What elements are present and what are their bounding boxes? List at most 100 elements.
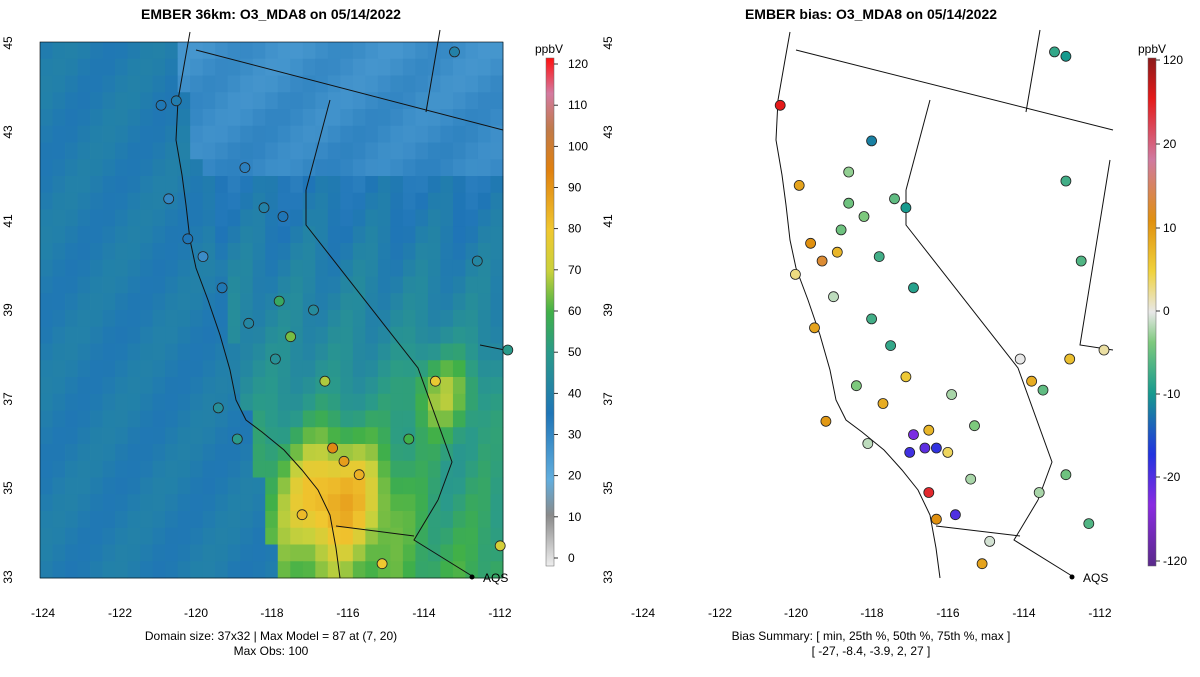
heatmap-cell bbox=[352, 444, 366, 462]
heatmap-cell bbox=[227, 326, 241, 344]
heatmap-cell bbox=[165, 42, 179, 60]
heatmap-cell bbox=[202, 460, 216, 478]
az-border bbox=[413, 499, 473, 577]
heatmap-cell bbox=[115, 477, 128, 495]
heatmap-cell bbox=[115, 360, 128, 378]
heatmap-cell bbox=[77, 75, 91, 93]
heatmap-cell bbox=[140, 561, 154, 579]
heatmap-cell bbox=[140, 360, 154, 378]
heatmap-cell bbox=[102, 511, 116, 529]
heatmap-cell bbox=[152, 410, 166, 428]
heatmap-cell bbox=[402, 326, 416, 344]
heatmap-cell bbox=[52, 511, 66, 529]
heatmap-cell bbox=[165, 393, 179, 411]
heatmap-cell bbox=[240, 377, 254, 395]
heatmap-cell bbox=[490, 243, 504, 261]
heatmap-cell bbox=[277, 427, 291, 445]
heatmap-cell bbox=[40, 109, 53, 127]
bias-summary-values: [ -27, -8.4, -3.9, 2, 27 ] bbox=[812, 644, 931, 658]
observation-point bbox=[471, 255, 483, 267]
heatmap-cell bbox=[240, 243, 254, 261]
bias-point bbox=[969, 420, 980, 432]
heatmap-cell bbox=[77, 209, 91, 227]
heatmap-cell bbox=[140, 293, 154, 311]
heatmap-cell bbox=[90, 377, 103, 395]
heatmap-cell bbox=[290, 209, 304, 227]
heatmap-cell bbox=[302, 109, 316, 127]
heatmap-cell bbox=[315, 544, 329, 562]
heatmap-cell bbox=[415, 259, 429, 277]
heatmap-cell bbox=[265, 360, 279, 378]
heatmap-cell bbox=[302, 410, 316, 428]
heatmap-cell bbox=[115, 92, 128, 110]
heatmap-cell bbox=[165, 343, 179, 361]
heatmap-cell bbox=[402, 109, 416, 127]
heatmap-cell bbox=[440, 477, 454, 495]
heatmap-cell bbox=[290, 393, 304, 411]
heatmap-cell bbox=[477, 42, 491, 60]
heatmap-cell bbox=[440, 75, 454, 93]
heatmap-cell bbox=[90, 243, 103, 261]
heatmap-cell bbox=[365, 527, 379, 545]
heatmap-cell bbox=[352, 243, 366, 261]
heatmap-cell bbox=[490, 125, 504, 143]
heatmap-cell bbox=[177, 326, 191, 344]
heatmap-cell bbox=[340, 310, 354, 328]
heatmap-cell bbox=[365, 243, 379, 261]
heatmap-cell bbox=[40, 176, 53, 194]
heatmap-cell bbox=[40, 477, 53, 495]
heatmap-cell bbox=[215, 561, 229, 579]
bias-point bbox=[919, 442, 931, 454]
heatmap-cell bbox=[327, 310, 341, 328]
colorbar-tick-label: 120 bbox=[568, 57, 588, 71]
observation-point bbox=[319, 375, 331, 387]
heatmap-cell bbox=[277, 393, 291, 411]
heatmap-cell bbox=[290, 92, 304, 110]
heatmap-cell bbox=[240, 276, 254, 294]
heatmap-cell bbox=[490, 192, 504, 210]
heatmap-cell bbox=[227, 209, 241, 227]
heatmap-cell bbox=[315, 460, 329, 478]
heatmap-cell bbox=[340, 125, 354, 143]
heatmap-cell bbox=[202, 75, 216, 93]
heatmap-cell bbox=[140, 75, 154, 93]
heatmap-cell bbox=[427, 444, 441, 462]
heatmap-cell bbox=[165, 125, 179, 143]
heatmap-cell bbox=[52, 527, 66, 545]
heatmap-cell bbox=[415, 209, 429, 227]
heatmap-cell bbox=[77, 527, 91, 545]
observation-point bbox=[239, 162, 251, 174]
x-tick-120-right: -120 bbox=[784, 606, 808, 620]
heatmap-cell bbox=[240, 209, 254, 227]
bias-point bbox=[866, 135, 877, 147]
heatmap-cell bbox=[227, 544, 241, 562]
heatmap-cell bbox=[190, 343, 204, 361]
heatmap-cell bbox=[477, 444, 491, 462]
heatmap-cell bbox=[152, 243, 166, 261]
heatmap-cell bbox=[390, 125, 404, 143]
heatmap-cell bbox=[102, 544, 116, 562]
heatmap-cell bbox=[402, 561, 416, 579]
heatmap-cell bbox=[127, 544, 141, 562]
heatmap-cell bbox=[290, 293, 304, 311]
heatmap-cell bbox=[102, 477, 116, 495]
heatmap-cell bbox=[365, 109, 379, 127]
heatmap-cell bbox=[102, 444, 116, 462]
heatmap-cell bbox=[65, 377, 78, 395]
heatmap-cell bbox=[427, 243, 441, 261]
heatmap-cell bbox=[102, 259, 116, 277]
heatmap-cell bbox=[365, 125, 379, 143]
heatmap-cell bbox=[240, 427, 254, 445]
heatmap-cell bbox=[390, 109, 404, 127]
heatmap-cell bbox=[265, 176, 279, 194]
heatmap-cell bbox=[152, 293, 166, 311]
heatmap-cell bbox=[340, 142, 354, 160]
heatmap-cell bbox=[190, 92, 204, 110]
heatmap-cell bbox=[365, 544, 379, 562]
heatmap-cell bbox=[190, 544, 204, 562]
heatmap-cell bbox=[90, 125, 103, 143]
heatmap-cell bbox=[365, 142, 379, 160]
bias-point bbox=[889, 193, 900, 205]
heatmap-cell bbox=[440, 326, 454, 344]
ca-or-border bbox=[195, 49, 504, 131]
